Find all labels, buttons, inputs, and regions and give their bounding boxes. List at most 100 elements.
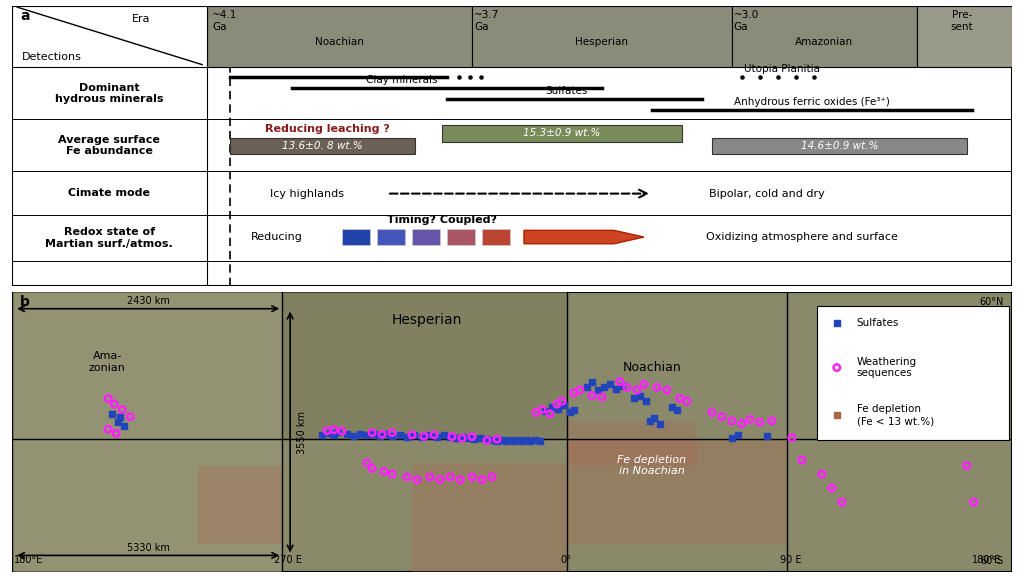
- Point: [823, 430, 840, 439]
- Point: [479, 436, 496, 445]
- Bar: [230, 138, 415, 154]
- Point: [494, 435, 510, 444]
- Point: [112, 412, 128, 421]
- Point: [384, 428, 400, 437]
- Point: [679, 397, 695, 406]
- Text: 14.6±0.9 wt.%: 14.6±0.9 wt.%: [801, 141, 878, 151]
- Point: [823, 483, 840, 492]
- Point: [384, 432, 400, 441]
- Point: [724, 433, 740, 442]
- Point: [429, 432, 445, 442]
- Point: [483, 472, 500, 481]
- Bar: [567, 421, 697, 466]
- Point: [596, 383, 612, 392]
- Point: [488, 436, 505, 446]
- Point: [466, 434, 482, 443]
- Point: [649, 383, 666, 392]
- Text: 180°E: 180°E: [972, 555, 1001, 565]
- Text: 60°N: 60°N: [979, 297, 1004, 307]
- Point: [537, 406, 553, 416]
- Text: 15.3±0.9 wt.%: 15.3±0.9 wt.%: [523, 128, 601, 138]
- Point: [443, 432, 460, 441]
- Point: [594, 392, 610, 402]
- Point: [579, 383, 595, 392]
- Point: [527, 408, 544, 417]
- Point: [834, 498, 850, 507]
- Bar: [567, 440, 786, 544]
- Point: [828, 318, 845, 327]
- Point: [714, 412, 730, 421]
- Text: Icy highlands: Icy highlands: [270, 188, 344, 199]
- Point: [100, 394, 117, 403]
- Point: [422, 431, 438, 440]
- Point: [562, 408, 579, 417]
- Point: [629, 386, 645, 395]
- Point: [441, 472, 458, 481]
- Point: [447, 433, 464, 442]
- Text: Detections: Detections: [23, 52, 82, 62]
- Point: [584, 391, 600, 400]
- Point: [549, 399, 565, 409]
- Point: [550, 405, 566, 414]
- Point: [522, 436, 539, 446]
- Point: [441, 432, 458, 442]
- Point: [114, 405, 130, 414]
- Point: [618, 383, 635, 392]
- Text: 270 E: 270 E: [274, 555, 302, 565]
- Point: [794, 455, 810, 465]
- Point: [104, 409, 121, 418]
- Point: [510, 435, 526, 444]
- Point: [452, 475, 468, 484]
- Text: Anhydrous ferric oxides (Fe³⁺): Anhydrous ferric oxides (Fe³⁺): [734, 97, 890, 107]
- Point: [322, 429, 338, 438]
- Point: [828, 410, 845, 420]
- Point: [432, 475, 449, 484]
- Point: [422, 472, 438, 481]
- Text: Weathering
sequences: Weathering sequences: [857, 357, 916, 379]
- Point: [584, 377, 600, 386]
- Text: ~3.7
Ga: ~3.7 Ga: [474, 10, 500, 32]
- Bar: [12, 6, 207, 68]
- Text: 5330 km: 5330 km: [127, 543, 170, 553]
- Point: [611, 377, 628, 386]
- Bar: [916, 6, 1012, 68]
- Point: [632, 391, 648, 400]
- Bar: [482, 229, 510, 246]
- Point: [752, 418, 768, 427]
- Point: [326, 425, 342, 435]
- Point: [556, 401, 572, 410]
- Point: [544, 402, 560, 412]
- Point: [651, 419, 668, 428]
- Text: Noachian: Noachian: [623, 361, 681, 374]
- Point: [590, 386, 606, 395]
- Bar: [447, 229, 475, 246]
- Point: [626, 394, 642, 403]
- Point: [566, 405, 583, 414]
- Point: [672, 394, 688, 403]
- Point: [109, 429, 125, 438]
- Point: [658, 386, 675, 395]
- Text: Ama-
zonian: Ama- zonian: [89, 351, 126, 373]
- Bar: [207, 6, 472, 68]
- Point: [642, 416, 658, 425]
- Point: [474, 475, 490, 484]
- Text: Oxidizing atmosphere and surface: Oxidizing atmosphere and surface: [706, 232, 898, 242]
- Point: [502, 435, 518, 444]
- Bar: [412, 229, 440, 246]
- Point: [531, 436, 548, 446]
- Bar: [712, 138, 967, 154]
- Point: [372, 431, 388, 440]
- Point: [414, 432, 430, 441]
- Point: [326, 431, 342, 440]
- Text: 180°E: 180°E: [14, 555, 44, 565]
- Point: [416, 432, 432, 441]
- Point: [958, 461, 975, 470]
- Point: [602, 380, 618, 389]
- Bar: [472, 6, 732, 68]
- Text: Redox state of
Martian surf./atmos.: Redox state of Martian surf./atmos.: [45, 227, 173, 249]
- Text: 0: 0: [997, 431, 1004, 441]
- Text: 0°: 0°: [560, 555, 570, 565]
- Point: [436, 431, 453, 440]
- Text: ~3.0
Ga: ~3.0 Ga: [734, 10, 759, 32]
- Point: [464, 432, 480, 441]
